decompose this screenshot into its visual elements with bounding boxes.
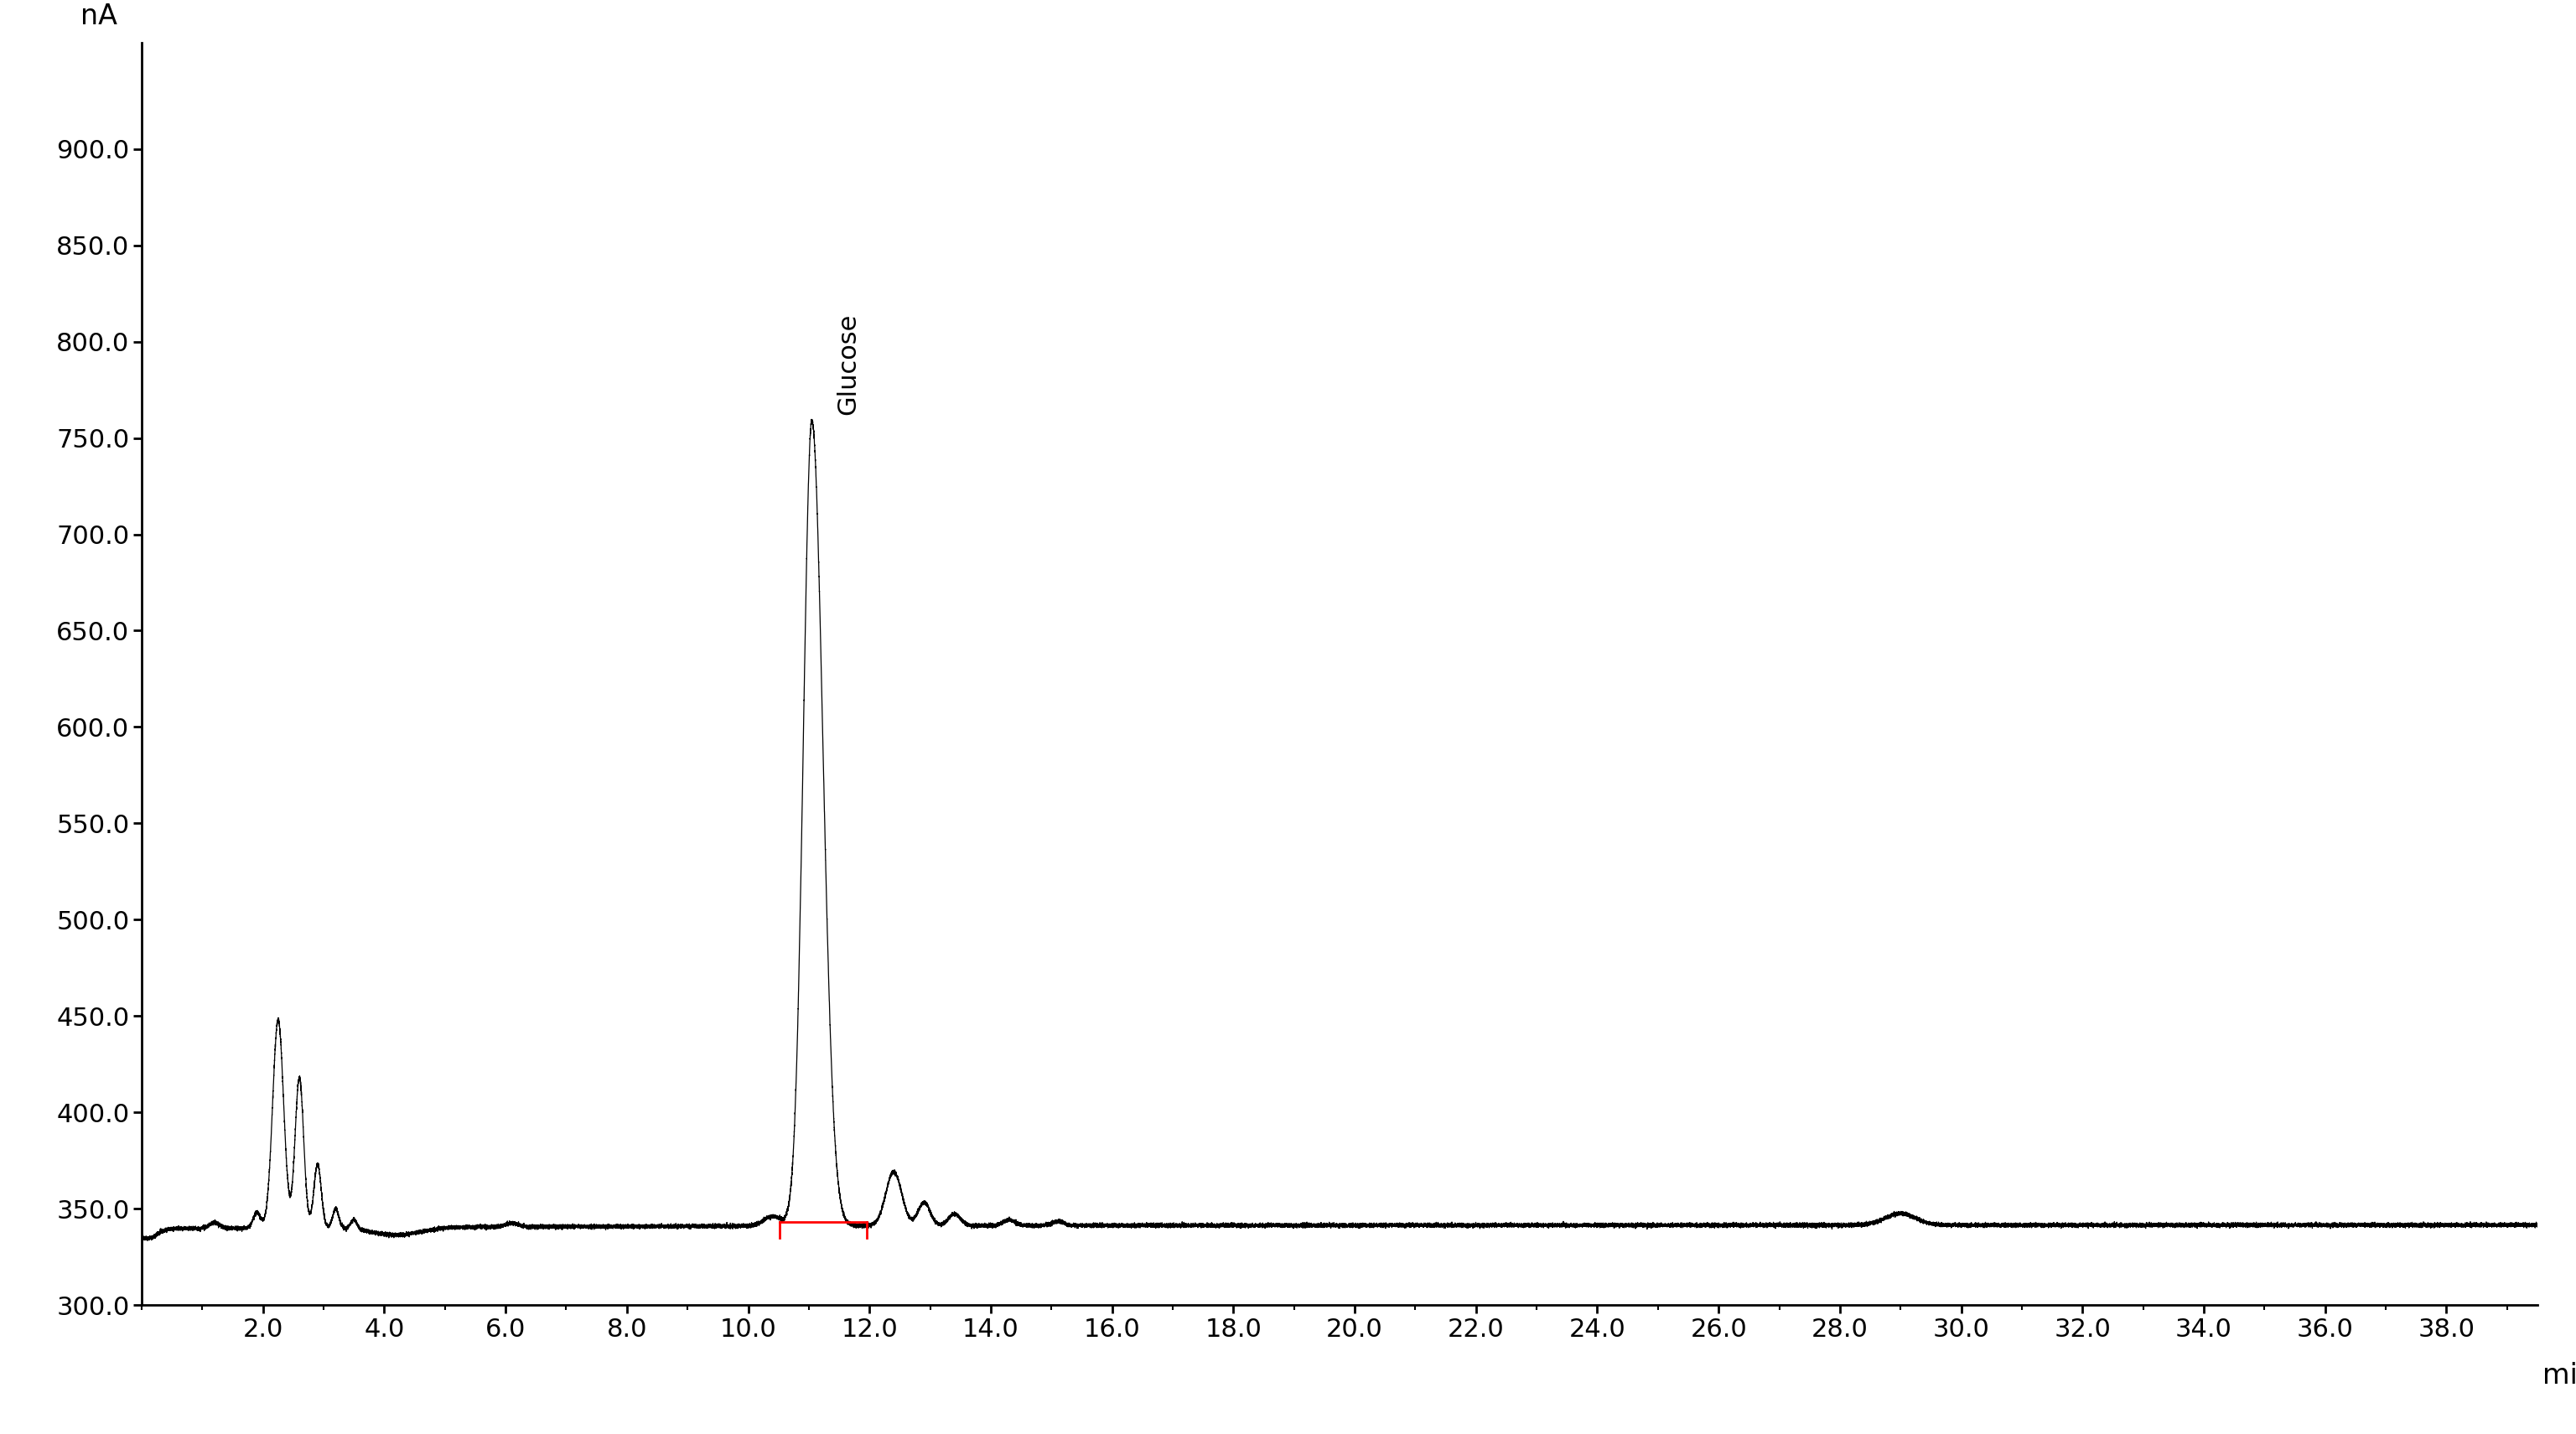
Text: nA: nA: [80, 3, 118, 30]
Text: min: min: [2543, 1362, 2576, 1390]
Text: Glucose: Glucose: [837, 313, 860, 414]
